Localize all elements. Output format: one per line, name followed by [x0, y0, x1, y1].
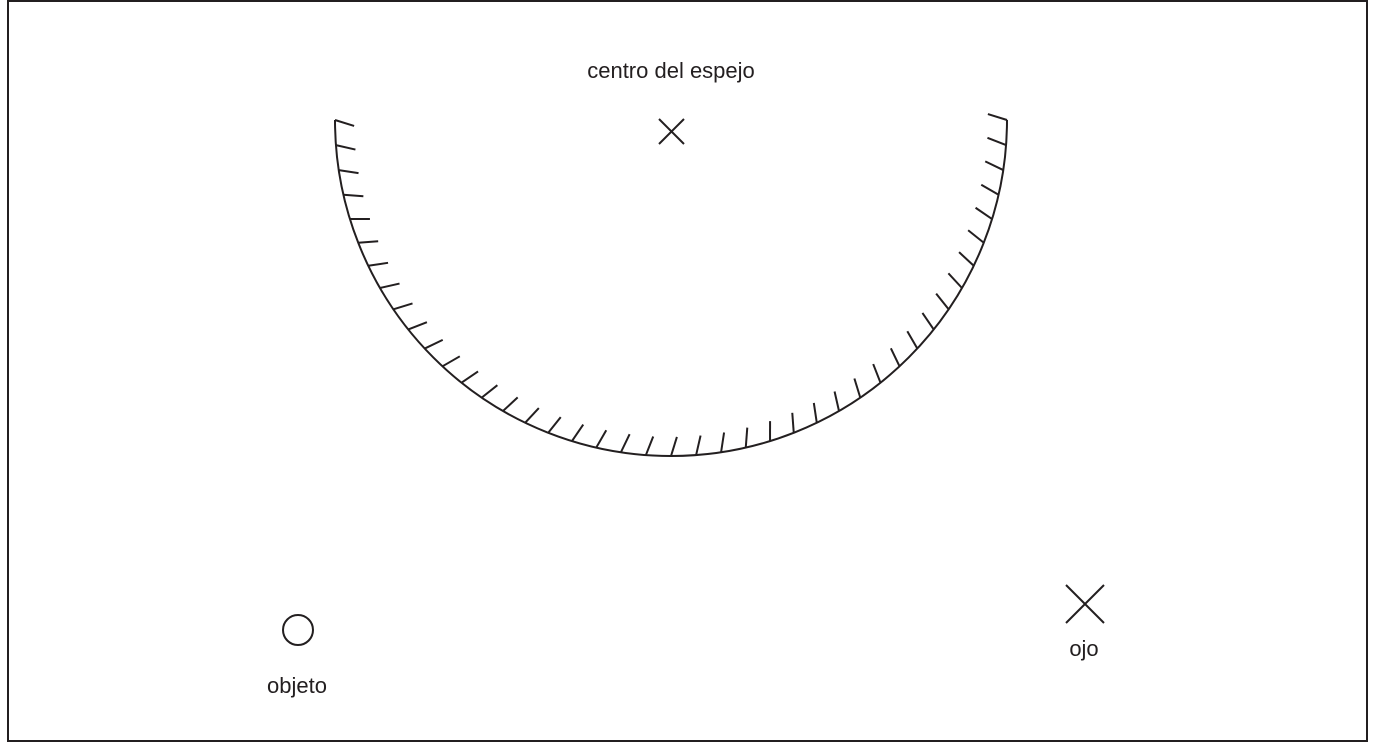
hatch-tick [967, 229, 985, 244]
hatch-tick [547, 416, 562, 434]
center-mark [658, 118, 685, 145]
hatch-tick [833, 391, 840, 412]
frame [7, 0, 1368, 742]
mirror-arc [334, 119, 1008, 457]
hatch-tick [812, 402, 818, 423]
hatch-tick [987, 113, 1008, 121]
hatch-tick [958, 251, 975, 267]
hatch-tick [921, 312, 935, 331]
hatch-tick [338, 169, 359, 175]
hatch-tick [935, 293, 950, 310]
hatch-tick [524, 407, 540, 424]
hatch-tick [791, 412, 795, 433]
hatch-tick [343, 193, 364, 198]
hatch-tick [744, 427, 749, 448]
hatch-tick [980, 183, 1000, 196]
hatch-tick [987, 136, 1007, 147]
hatch-tick [720, 432, 726, 453]
hatch-tick [595, 429, 608, 449]
hatch-tick [984, 160, 1004, 171]
eye-label: ojo [1069, 636, 1098, 661]
hatch-tick [393, 302, 413, 311]
hatch-tick [620, 433, 631, 453]
hatch-tick [947, 272, 963, 289]
hatch-tick [424, 338, 444, 350]
mirror-hatching [334, 113, 1008, 457]
hatch-tick [334, 119, 355, 127]
hatch-tick [441, 355, 461, 368]
center-label: centro del espejo [587, 58, 755, 83]
hatch-tick [571, 423, 585, 442]
hatch-tick [853, 378, 862, 398]
hatch-tick [379, 282, 400, 289]
object-label: objeto [267, 673, 327, 698]
hatch-tick [335, 144, 356, 151]
hatch-tick [644, 436, 655, 456]
hatch-tick [889, 347, 901, 367]
hatch-tick [906, 330, 919, 350]
hatch-tick [368, 261, 389, 267]
hatch-tick [872, 363, 882, 384]
hatch-tick [407, 321, 428, 331]
hatch-tick [460, 370, 479, 384]
hatch-tick [358, 240, 379, 244]
hatch-tick [670, 436, 678, 457]
object-marker [282, 614, 314, 646]
hatch-tick [695, 435, 702, 456]
hatch-tick [502, 396, 519, 412]
hatch-tick [974, 206, 993, 220]
eye-marker [1065, 584, 1105, 624]
hatch-tick [481, 384, 498, 399]
